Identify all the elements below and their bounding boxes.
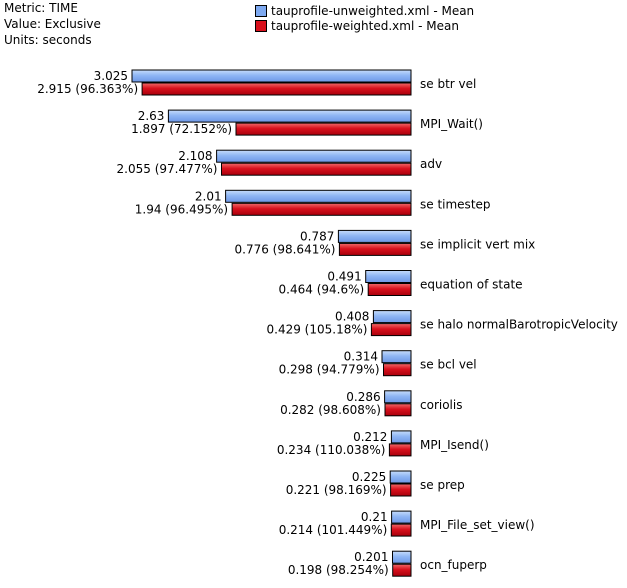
bar-mpi-wait-unweighted [167,109,412,123]
value-label-coriolis-weighted: 0.282 (98.608%) [280,403,381,417]
category-label-mpi-wait: MPI_Wait() [420,117,483,131]
value-label-equation-of-state-unweighted: 0.491 [327,270,361,284]
bar-coriolis-weighted [384,403,412,417]
value-label-mpi-wait-unweighted: 2.63 [138,109,165,123]
bar-se-bcl-vel-unweighted [381,350,412,364]
bar-equation-of-state-unweighted [365,270,412,283]
value-label-adv-weighted: 2.055 (97.477%) [117,162,218,176]
value-label-se-bcl-vel-unweighted: 0.314 [344,350,378,364]
bar-se-halo-normalbarotropicvelocity-weighted [370,323,412,337]
category-label-coriolis: coriolis [420,398,462,412]
category-label-se-prep: se prep [420,478,465,492]
bar-se-halo-normalbarotropicvelocity-unweighted [372,310,412,324]
bar-coriolis-unweighted [384,390,412,404]
bar-se-btr-vel-unweighted [131,69,412,83]
bar-se-prep-unweighted [389,470,412,484]
legend-label-weighted: tauprofile-weighted.xml - Mean [271,19,459,33]
bar-adv-unweighted [216,149,412,163]
category-label-se-timestep: se timestep [420,197,491,211]
bar-se-implicit-vert-mix-weighted [338,242,412,256]
legend-label-unweighted: tauprofile-unweighted.xml - Mean [271,4,475,18]
value-label-adv-unweighted: 2.108 [178,149,212,163]
value-label-se-bcl-vel-weighted: 0.298 (94.779%) [279,363,380,377]
value-label: Value: Exclusive [4,17,101,31]
bar-se-timestep-weighted [231,202,412,216]
legend-swatch-unweighted [255,5,267,17]
bar-mpi-file-set-view-weighted [390,523,412,537]
category-label-se-halo-normalbarotropicvelocity: se halo normalBarotropicVelocity [420,318,618,332]
bar-se-timestep-unweighted [225,189,412,203]
category-label-adv: adv [420,157,442,171]
value-label-se-prep-weighted: 0.221 (98.169%) [286,483,387,497]
bar-ocn-fuperp-weighted [392,563,412,577]
category-label-equation-of-state: equation of state [420,278,523,292]
bar-se-btr-vel-weighted [141,82,412,96]
value-label-se-timestep-weighted: 1.94 (96.495%) [135,202,228,216]
bar-mpi-isend-weighted [388,443,412,457]
value-label-mpi-isend-unweighted: 0.212 [353,430,387,444]
value-label-se-halo-normalbarotropicvelocity-weighted: 0.429 (105.18%) [267,323,368,337]
category-label-mpi-isend: MPI_Isend() [420,438,489,452]
value-label-coriolis-unweighted: 0.286 [346,390,380,404]
value-label-equation-of-state-weighted: 0.464 (94.6%) [279,283,365,297]
value-label-ocn-fuperp-unweighted: 0.201 [354,550,388,564]
bar-se-bcl-vel-weighted [383,363,412,377]
bar-ocn-fuperp-unweighted [392,550,412,564]
category-label-se-bcl-vel: se bcl vel [420,358,477,372]
value-label-se-btr-vel-unweighted: 3.025 [94,69,128,83]
value-label-mpi-isend-weighted: 0.234 (110.038%) [277,443,386,457]
value-label-se-implicit-vert-mix-unweighted: 0.787 [300,229,334,243]
category-label-se-btr-vel: se btr vel [420,77,476,91]
value-label-se-halo-normalbarotropicvelocity-unweighted: 0.408 [335,310,369,324]
bar-adv-weighted [221,162,412,176]
bar-se-prep-weighted [390,483,412,497]
metric-label: Metric: TIME [4,1,78,15]
bar-mpi-isend-unweighted [390,430,412,444]
value-label-se-prep-unweighted: 0.225 [352,470,386,484]
value-label-mpi-wait-weighted: 1.897 (72.152%) [131,122,232,136]
bar-se-implicit-vert-mix-unweighted [337,229,412,243]
bar-mpi-file-set-view-unweighted [391,510,412,524]
bar-equation-of-state-weighted [367,283,412,296]
category-label-mpi-file-set-view: MPI_File_set_view() [420,518,535,532]
value-label-se-implicit-vert-mix-weighted: 0.776 (98.641%) [235,242,336,256]
value-label-se-btr-vel-weighted: 2.915 (96.363%) [37,82,138,96]
value-label-ocn-fuperp-weighted: 0.198 (98.254%) [288,563,389,577]
units-label: Units: seconds [4,33,92,47]
category-label-ocn-fuperp: ocn_fuperp [420,558,487,572]
value-label-mpi-file-set-view-unweighted: 0.21 [361,510,388,524]
category-label-se-implicit-vert-mix: se implicit vert mix [420,237,535,251]
value-label-mpi-file-set-view-weighted: 0.214 (101.449%) [279,523,388,537]
bar-mpi-wait-weighted [235,122,412,136]
value-label-se-timestep-unweighted: 2.01 [195,189,222,203]
legend-swatch-weighted [255,20,267,32]
